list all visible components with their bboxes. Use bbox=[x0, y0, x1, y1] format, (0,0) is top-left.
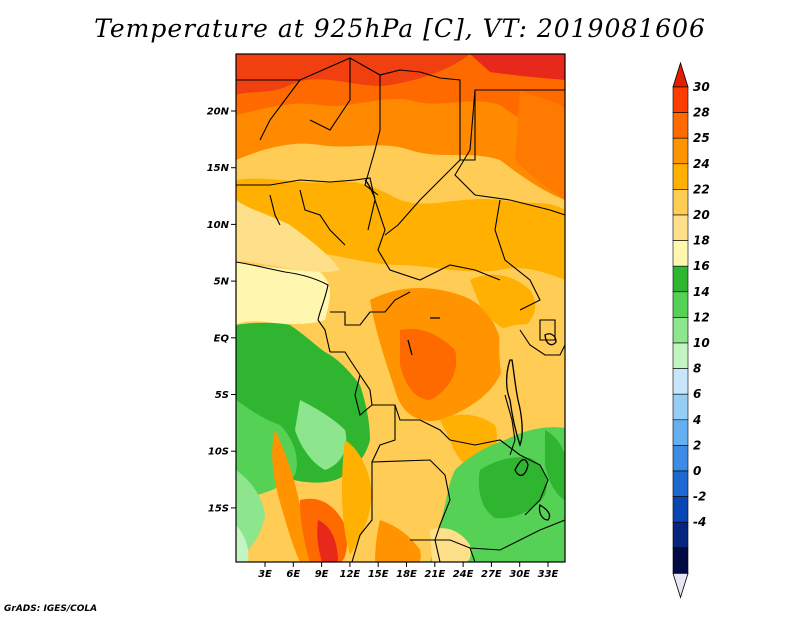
lat-label: 15N bbox=[207, 163, 230, 174]
colorbar-box bbox=[672, 521, 689, 549]
lon-label: 12E bbox=[340, 569, 361, 580]
lakes bbox=[364, 179, 557, 521]
colorbar-label: -4 bbox=[693, 515, 706, 529]
lon-label: 3E bbox=[258, 569, 272, 580]
colorbar-bottom-arrow bbox=[672, 573, 689, 599]
lon-label: 18E bbox=[396, 569, 417, 580]
colorbar-box bbox=[672, 496, 689, 523]
colorbar-label: 2 bbox=[693, 438, 701, 452]
longitude-axis: 3E 6E 9E 12E 15E 18E 21E 24E 27E 30E 33E bbox=[258, 562, 559, 580]
colorbar-box bbox=[672, 317, 689, 344]
lat-label: 10S bbox=[208, 447, 229, 458]
lon-label: 15E bbox=[368, 569, 389, 580]
colorbar-box bbox=[672, 112, 689, 139]
colorbar-box bbox=[672, 368, 689, 395]
colorbar-label: 30 bbox=[693, 80, 710, 94]
lat-label: 20N bbox=[207, 107, 230, 118]
country-borders bbox=[236, 57, 565, 562]
colorbar-label: 10 bbox=[693, 336, 710, 350]
map-frame bbox=[235, 53, 566, 563]
colorbar-box bbox=[672, 445, 689, 472]
colorbar-box bbox=[672, 393, 689, 421]
colorbar-label: 16 bbox=[693, 259, 710, 273]
colorbar-label: 20 bbox=[693, 208, 710, 222]
lat-label: 5N bbox=[214, 277, 230, 288]
colorbar-box bbox=[672, 240, 689, 267]
lon-label: 6E bbox=[286, 569, 300, 580]
colorbar-box bbox=[672, 419, 689, 446]
colorbar-label: 28 bbox=[693, 106, 710, 120]
colorbar-box bbox=[672, 137, 689, 165]
colorbar-label: -2 bbox=[693, 490, 706, 504]
lat-label: 5S bbox=[215, 390, 229, 401]
lat-label: 15S bbox=[208, 503, 229, 514]
colorbar-box bbox=[672, 163, 689, 190]
lon-label: 30E bbox=[509, 569, 530, 580]
grads-credit: GrADS: IGES/COLA bbox=[4, 604, 98, 614]
colorbar-top-arrow bbox=[672, 61, 689, 88]
latitude-axis: 20N 15N 10N 5N EQ 5S 10S 15S bbox=[207, 107, 236, 514]
colorbar-label: 8 bbox=[693, 362, 701, 376]
temperature-field bbox=[236, 54, 565, 562]
lat-label: EQ bbox=[214, 333, 230, 344]
lon-label: 27E bbox=[481, 569, 502, 580]
lon-label: 33E bbox=[538, 569, 559, 580]
colorbar-label: 14 bbox=[693, 285, 710, 299]
lon-label: 24E bbox=[453, 569, 474, 580]
colorbar-label: 4 bbox=[692, 413, 701, 427]
colorbar-label: 22 bbox=[693, 182, 710, 196]
colorbar-box bbox=[672, 547, 689, 574]
colorbar-label: 24 bbox=[693, 157, 710, 171]
colorbar-box bbox=[672, 291, 689, 318]
colorbar-box bbox=[672, 214, 689, 241]
lon-label: 9E bbox=[315, 569, 329, 580]
colorbar-box bbox=[672, 470, 689, 497]
colorbar-label: 18 bbox=[693, 234, 710, 248]
lat-label: 10N bbox=[207, 220, 230, 231]
colorbar-box bbox=[672, 342, 689, 369]
colorbar-box bbox=[672, 265, 689, 293]
colorbar-label: 25 bbox=[693, 131, 710, 145]
lon-label: 21E bbox=[424, 569, 445, 580]
map-title: Temperature at 925hPa [C], VT: 201908160… bbox=[94, 14, 706, 43]
colorbar-label: 12 bbox=[693, 310, 710, 324]
colorbar-box bbox=[672, 86, 689, 113]
colorbar-label: 6 bbox=[693, 387, 701, 401]
colorbar-label: 0 bbox=[693, 464, 701, 478]
colorbar-box bbox=[672, 189, 689, 216]
